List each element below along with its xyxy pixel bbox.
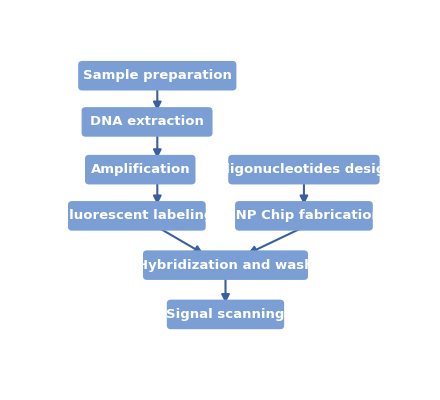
Text: Amplification: Amplification: [91, 163, 190, 176]
FancyBboxPatch shape: [228, 155, 380, 184]
FancyBboxPatch shape: [235, 201, 373, 231]
Text: DNA extraction: DNA extraction: [90, 116, 204, 128]
FancyBboxPatch shape: [143, 250, 308, 280]
Text: Oligonucleotides design: Oligonucleotides design: [213, 163, 394, 176]
FancyBboxPatch shape: [85, 155, 195, 184]
Text: Fluorescent labeling: Fluorescent labeling: [60, 209, 213, 222]
Text: SNP Chip fabrication: SNP Chip fabrication: [227, 209, 381, 222]
FancyBboxPatch shape: [78, 61, 236, 90]
Text: Sample preparation: Sample preparation: [83, 69, 232, 82]
Text: Signal scanning: Signal scanning: [166, 308, 285, 321]
FancyBboxPatch shape: [68, 201, 206, 231]
Text: Hybridization and wash: Hybridization and wash: [137, 259, 314, 272]
FancyBboxPatch shape: [81, 107, 213, 137]
FancyBboxPatch shape: [167, 300, 284, 329]
